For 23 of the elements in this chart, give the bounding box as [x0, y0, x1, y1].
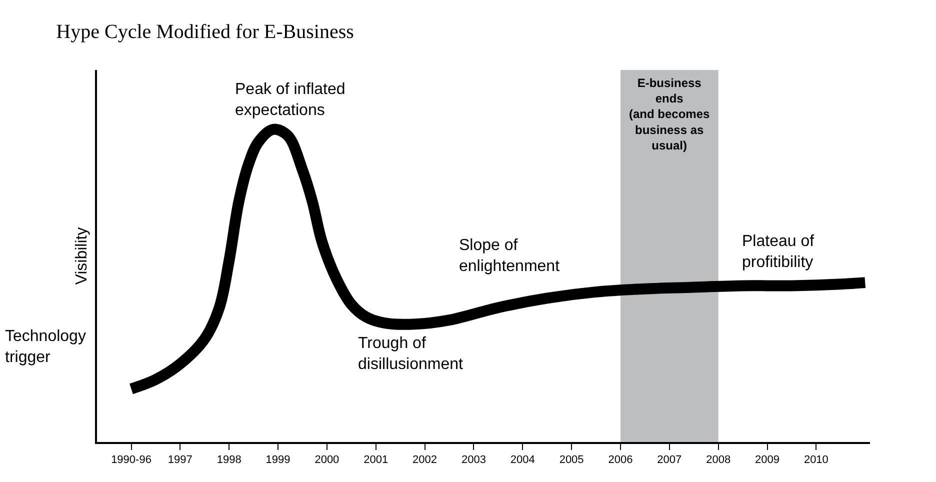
x-tick-label: 2001	[364, 454, 388, 466]
x-tick-label: 2010	[804, 454, 828, 466]
x-tick-label: 1990-96	[111, 454, 152, 466]
annotation: Slope of enlightenment	[459, 237, 560, 275]
y-axis-title: Visibility	[73, 227, 90, 285]
x-tick-label: 2007	[657, 454, 682, 466]
x-tick-label: 2008	[706, 454, 731, 466]
x-tick-label: 1998	[216, 454, 242, 466]
annotation: Plateau of profitibility	[742, 233, 815, 271]
band-label: E-business ends (and becomes business as usual)	[629, 76, 710, 152]
x-tick-label: 2003	[461, 454, 486, 466]
text: Technology trigger	[5, 328, 86, 366]
x-tick-label: 2002	[412, 454, 438, 466]
x-tick-label: 2006	[608, 454, 633, 466]
x-tick-label: 1999	[266, 454, 290, 466]
chart-title: Hype Cycle Modified for E-Business	[56, 21, 354, 44]
x-tick-label: 2000	[314, 454, 340, 466]
x-tick-label: 1997	[168, 454, 192, 466]
annotation: Trough of disillusionment	[358, 335, 464, 373]
x-tick-label: 2005	[559, 454, 584, 466]
x-tick-label: 2009	[755, 454, 780, 466]
text: Peak of inflated expectations	[235, 81, 346, 119]
x-tick-label: 2004	[510, 454, 535, 466]
